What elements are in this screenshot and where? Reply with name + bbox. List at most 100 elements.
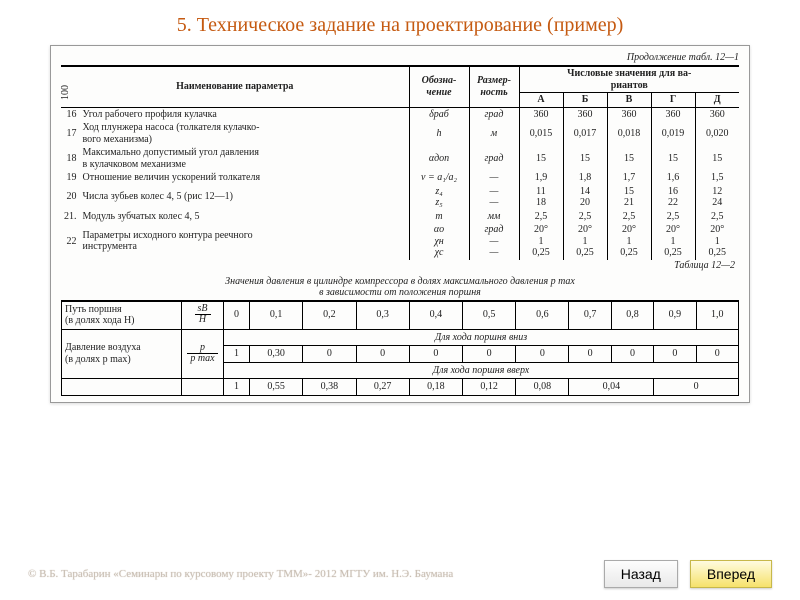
t2-row1-label: Путь поршня (в долях хода H) <box>62 301 182 330</box>
param-razm: — <box>469 171 519 185</box>
var-v: В <box>607 93 651 108</box>
param-val: 20° 1 0,25 <box>563 223 607 260</box>
param-name: Ход плунжера насоса (толкателя кулачко- … <box>80 121 410 146</box>
table-row: 18Максимально допустимый угол давления в… <box>61 146 739 171</box>
param-obzn: z₄ z₅ <box>409 185 469 210</box>
param-val: 15 <box>607 146 651 171</box>
param-obzn: δраб <box>409 107 469 121</box>
param-val: 15 <box>651 146 695 171</box>
t2-u: 0,18 <box>409 379 462 396</box>
param-val: 20° 1 0,25 <box>651 223 695 260</box>
param-val: 15 <box>519 146 563 171</box>
param-val: 15 <box>695 146 739 171</box>
param-obzn: h <box>409 121 469 146</box>
param-val: 2,5 <box>651 210 695 224</box>
t2-v: 0,7 <box>569 301 611 330</box>
t2-v: 0,9 <box>654 301 696 330</box>
param-val: 1,7 <box>607 171 651 185</box>
t2-v: 0,1 <box>250 301 303 330</box>
forward-button[interactable]: Вперед <box>690 560 772 588</box>
param-val: 360 <box>519 107 563 121</box>
t2-v: 0,8 <box>611 301 653 330</box>
param-name: Параметры исходного контура реечного инс… <box>80 223 410 260</box>
param-name: Числа зубьев колес 4, 5 (рис 12—1) <box>80 185 410 210</box>
footer: © В.Б. Тарабарин «Семинары по курсовому … <box>0 560 800 588</box>
row-num: 20 <box>61 185 80 210</box>
param-val: 20° 1 0,25 <box>519 223 563 260</box>
t2-d: 0 <box>463 346 516 363</box>
page-title: 5. Техническое задание на проектирование… <box>0 0 800 45</box>
col-vars-title: Числовые значения для ва- риантов <box>519 66 739 93</box>
row-num: 19 <box>61 171 80 185</box>
param-val: 15 21 <box>607 185 651 210</box>
var-d: Д <box>695 93 739 108</box>
t2-d: 0 <box>696 346 738 363</box>
param-name: Максимально допустимый угол давления в к… <box>80 146 410 171</box>
param-val: 360 <box>607 107 651 121</box>
back-button[interactable]: Назад <box>604 560 678 588</box>
t2-d: 0 <box>409 346 462 363</box>
table2-label: Таблица 12—2 <box>61 260 739 273</box>
t2-d: 0 <box>654 346 696 363</box>
param-val: 11 18 <box>519 185 563 210</box>
nav-buttons: Назад Вперед <box>604 560 772 588</box>
table-row: 21.Модуль зубчатых колес 4, 5mмм2,52,52,… <box>61 210 739 224</box>
param-val: 1,8 <box>563 171 607 185</box>
row-num: 18 <box>61 146 80 171</box>
param-razm: м <box>469 121 519 146</box>
page-side-number: 100 <box>60 85 71 100</box>
col-name: Наименование параметра <box>61 66 409 107</box>
col-obzn: Обозна- чение <box>409 66 469 107</box>
t2-u: 0 <box>654 379 739 396</box>
t2-d: 0 <box>356 346 409 363</box>
row-num: 16 <box>61 107 80 121</box>
continuation-label: Продолжение табл. 12—1 <box>61 52 739 65</box>
param-val: 2,5 <box>607 210 651 224</box>
param-val: 20° 1 0,25 <box>695 223 739 260</box>
t2-d: 0 <box>516 346 569 363</box>
param-razm: град <box>469 146 519 171</box>
param-razm: — — <box>469 185 519 210</box>
var-g: Г <box>651 93 695 108</box>
param-obzn: m <box>409 210 469 224</box>
t2-row2-label: Давление воздуха (в долях p max) <box>62 329 182 379</box>
param-val: 0,015 <box>519 121 563 146</box>
t2-v: 0 <box>224 301 250 330</box>
t2-u: 0,27 <box>356 379 409 396</box>
param-val: 0,017 <box>563 121 607 146</box>
parameters-table: Наименование параметра Обозна- чение Раз… <box>61 65 739 260</box>
param-razm: град — — <box>469 223 519 260</box>
param-val: 14 20 <box>563 185 607 210</box>
param-val: 2,5 <box>563 210 607 224</box>
t2-u: 0,04 <box>569 379 654 396</box>
param-val: 16 22 <box>651 185 695 210</box>
table-row: 16Угол рабочего профиля кулачкаδрабград3… <box>61 107 739 121</box>
param-val: 1,5 <box>695 171 739 185</box>
table-row: 17Ход плунжера насоса (толкателя кулачко… <box>61 121 739 146</box>
t2-v: 0,3 <box>356 301 409 330</box>
t2-row1-frac: sBH <box>182 301 224 330</box>
param-obzn: αо χн χс <box>409 223 469 260</box>
param-val: 360 <box>563 107 607 121</box>
param-val: 15 <box>563 146 607 171</box>
t2-v: 1,0 <box>696 301 738 330</box>
table2-subtitle: Значения давления в цилиндре компрессора… <box>61 273 739 300</box>
var-b: Б <box>563 93 607 108</box>
var-a: А <box>519 93 563 108</box>
param-val: 2,5 <box>519 210 563 224</box>
param-val: 360 <box>651 107 695 121</box>
param-val: 0,018 <box>607 121 651 146</box>
t2-span-up: Для хода поршня вверх <box>224 362 739 379</box>
table-row: 22Параметры исходного контура реечного и… <box>61 223 739 260</box>
param-obzn: αдоп <box>409 146 469 171</box>
param-val: 2,5 <box>695 210 739 224</box>
t2-v: 0,4 <box>409 301 462 330</box>
t2-v: 0,6 <box>516 301 569 330</box>
col-razm: Размер- ность <box>469 66 519 107</box>
t2-d: 0 <box>303 346 356 363</box>
param-razm: мм <box>469 210 519 224</box>
row-num: 17 <box>61 121 80 146</box>
t2-u: 0,12 <box>463 379 516 396</box>
t2-row2-frac: pp max <box>182 329 224 379</box>
document-scan: Продолжение табл. 12—1 Наименование пара… <box>50 45 750 403</box>
